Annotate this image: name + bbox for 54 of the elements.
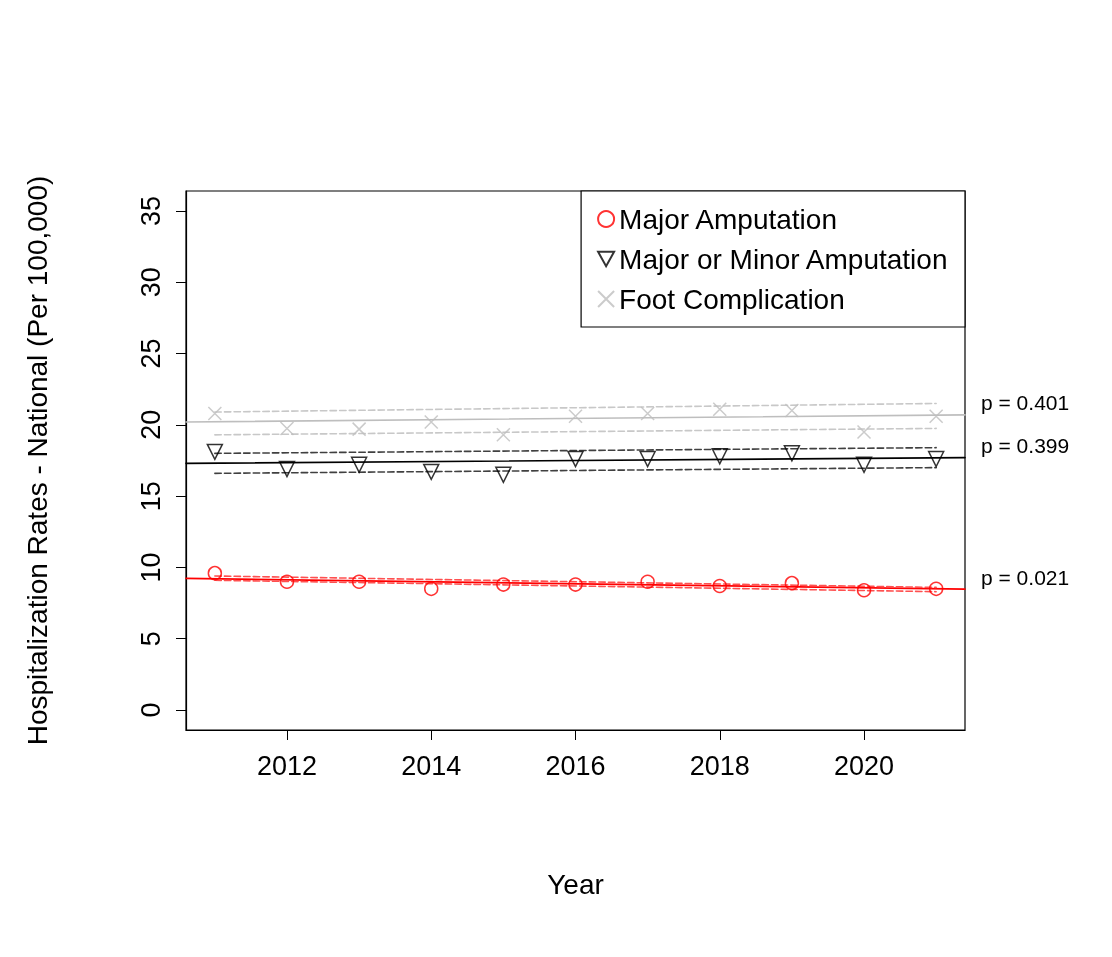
legend-label: Major or Minor Amputation <box>619 243 948 275</box>
x-axis-title: Year <box>547 868 604 900</box>
point <box>278 460 296 478</box>
point <box>856 583 872 598</box>
point <box>279 421 295 436</box>
point <box>928 581 944 597</box>
point <box>640 406 655 421</box>
point <box>784 403 800 418</box>
series-label: p = 0.021 <box>981 565 1070 589</box>
point <box>639 450 656 468</box>
point <box>711 447 729 465</box>
point <box>351 421 367 437</box>
point <box>423 414 439 430</box>
x-tick-label: 2016 <box>545 750 606 781</box>
point <box>855 456 873 474</box>
point <box>422 463 440 481</box>
point <box>568 577 583 592</box>
point <box>495 466 512 484</box>
point <box>496 577 511 592</box>
point <box>350 456 368 474</box>
legend-label: Major Amputation <box>619 203 837 235</box>
point <box>928 409 944 424</box>
point <box>279 574 295 589</box>
point <box>784 575 800 591</box>
point <box>424 581 439 597</box>
y-tick-label: 30 <box>135 267 166 298</box>
point <box>567 450 584 468</box>
y-tick-label: 5 <box>135 631 166 647</box>
point <box>640 574 655 589</box>
x-tick-label: 2020 <box>833 750 895 781</box>
legend-label: Foot Complication <box>619 283 845 315</box>
point <box>351 574 367 589</box>
y-tick-label: 20 <box>135 409 166 440</box>
y-tick-label: 35 <box>135 195 166 226</box>
point <box>207 565 223 581</box>
y-axis-title: Hospitalization Rates - National (Per 100,000) <box>21 175 53 746</box>
y-tick-label: 10 <box>135 552 166 583</box>
point <box>712 401 728 417</box>
point <box>568 409 583 424</box>
x-tick-label: 2012 <box>256 750 318 781</box>
point <box>206 443 224 461</box>
point <box>927 450 945 468</box>
point <box>783 445 801 462</box>
x-tick-label: 2018 <box>689 750 750 781</box>
series-label: p = 0.399 <box>981 434 1070 458</box>
x-tick-label: 2014 <box>401 750 462 781</box>
point <box>496 427 511 443</box>
point <box>856 424 872 440</box>
y-tick-label: 15 <box>135 481 166 512</box>
point <box>207 406 223 421</box>
y-tick-label: 0 <box>135 702 166 718</box>
series-label: p = 0.401 <box>981 391 1070 415</box>
point <box>712 578 728 594</box>
y-tick-label: 25 <box>135 338 166 369</box>
